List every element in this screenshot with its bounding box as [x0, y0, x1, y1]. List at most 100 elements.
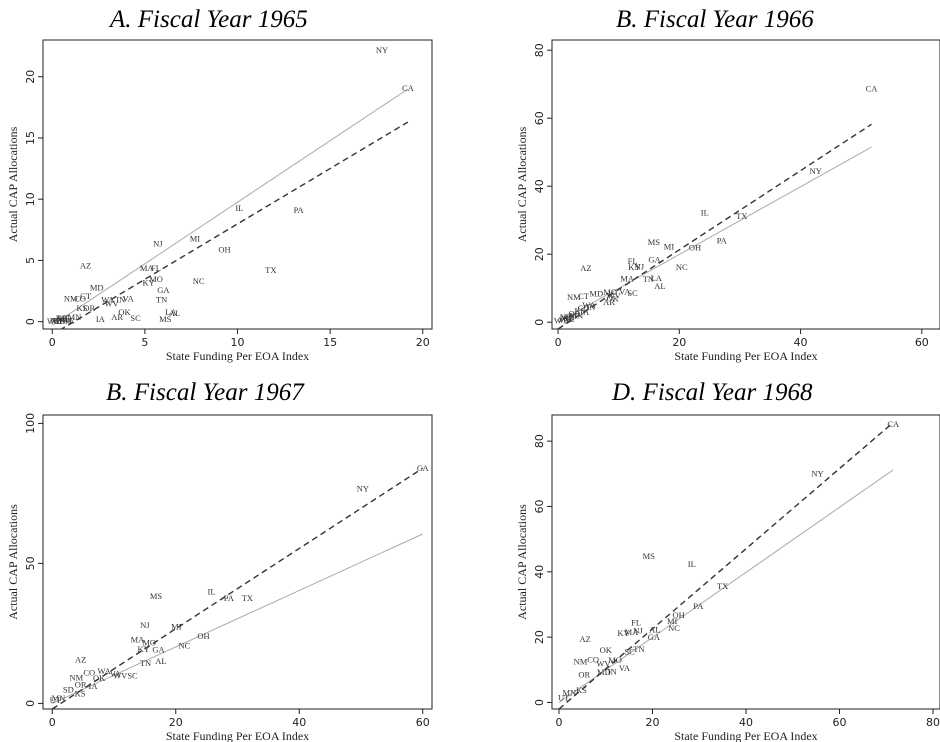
point-label-la: LA: [651, 273, 663, 283]
point-label-ca: CA: [402, 83, 415, 93]
point-label-al: AL: [654, 281, 665, 291]
point-label-co: CO: [74, 293, 86, 303]
point-label-ut: UT: [565, 312, 577, 322]
point-label-nc: NC: [178, 641, 190, 651]
point-label-md: MD: [589, 289, 603, 299]
point-label-wa: WA: [101, 295, 115, 305]
point-label-ks: KS: [574, 306, 585, 316]
y-axis-label: Actual CAP Allocations: [6, 126, 20, 242]
y-tick-label: 0: [533, 319, 546, 326]
point-label-mi: MI: [171, 622, 182, 632]
point-label-oh: OH: [218, 244, 230, 254]
point-label-ga: GA: [648, 632, 661, 642]
point-label-mo: MO: [608, 655, 622, 665]
y-tick-label: 50: [24, 556, 37, 570]
point-label-il: IL: [701, 208, 709, 218]
point-label-mo: MO: [149, 274, 163, 284]
point-label-az: AZ: [580, 634, 591, 644]
point-label-sc: SC: [130, 313, 141, 323]
point-label-pa: PA: [693, 601, 704, 611]
point-label-mi: MI: [190, 233, 201, 243]
point-label-tx: TX: [242, 593, 253, 603]
point-label-nj: NJ: [635, 261, 645, 271]
y-tick-label: 20: [24, 70, 37, 84]
x-tick-label: 0: [556, 716, 563, 729]
point-label-ky: KY: [138, 644, 150, 654]
point-label-fl: FL: [628, 256, 638, 266]
panel-title-c: B. Fiscal Year 1967: [106, 379, 304, 406]
point-label-il: IL: [208, 586, 216, 596]
y-tick-label: 60: [533, 499, 546, 513]
point-label-sd: SD: [63, 684, 74, 694]
point-label-sc: SC: [624, 647, 635, 657]
point-label-mo: MO: [603, 287, 617, 297]
y-tick-label: 40: [533, 179, 546, 193]
point-label-ia: IA: [96, 314, 106, 324]
point-label-ut: UT: [58, 313, 70, 323]
point-label-ny: NY: [811, 468, 823, 478]
point-label-ar: AR: [603, 297, 615, 307]
panel-title-a: A. Fiscal Year 1965: [110, 6, 308, 33]
point-label-ct: CT: [578, 291, 590, 301]
point-label-ma: MA: [625, 627, 640, 637]
point-label-wa: WA: [582, 300, 596, 310]
point-label-pa: PA: [717, 236, 728, 246]
point-label-in: IN: [586, 302, 595, 312]
point-label-il: IL: [688, 559, 696, 569]
point-label-ca: CA: [887, 419, 900, 429]
x-tick-label: 40: [794, 336, 808, 349]
point-label-mn: MN: [52, 693, 66, 703]
y-tick-label: 20: [533, 247, 546, 261]
y-tick-label: 20: [533, 630, 546, 644]
point-label-wv: WV: [607, 290, 622, 300]
point-label-va: VA: [123, 293, 135, 303]
point-label-vt: VT: [52, 315, 64, 325]
point-label-ok: OK: [600, 645, 613, 655]
dashed-fit-line: [60, 121, 409, 329]
point-label-tx: TX: [717, 581, 728, 591]
x-tick-label: 0: [49, 336, 56, 349]
point-label-nm: NM: [574, 657, 588, 667]
point-label-me: ME: [57, 314, 70, 324]
point-label-va: VA: [619, 663, 631, 673]
point-label-or: OR: [578, 670, 590, 680]
point-label-la: LA: [165, 307, 177, 317]
dashed-fit-line: [557, 123, 872, 329]
point-label-tn: TN: [633, 644, 644, 654]
point-label-oh: OH: [689, 243, 701, 253]
point-label-mn: MN: [68, 312, 82, 322]
point-label-fl: FL: [631, 617, 641, 627]
point-label-ma: MA: [620, 273, 635, 283]
point-label-mi: MI: [667, 616, 678, 626]
point-label-ms: MS: [648, 237, 661, 247]
point-label-ny: NY: [357, 484, 369, 494]
x-tick-label: 20: [416, 336, 430, 349]
point-label-oh: OH: [197, 631, 209, 641]
point-label-tn: TN: [140, 658, 151, 668]
point-label-ne: NE: [563, 314, 574, 324]
point-label-ga: GA: [152, 645, 165, 655]
point-label-ms: MS: [150, 591, 163, 601]
point-label-or: OR: [75, 679, 87, 689]
dashed-fit-line: [51, 467, 424, 709]
x-axis-label: State Funding Per EOA Index: [166, 349, 309, 363]
point-label-az: AZ: [75, 655, 86, 665]
y-axis-label: Actual CAP Allocations: [515, 504, 529, 620]
point-label-in: IN: [116, 295, 125, 305]
point-label-ma: MA: [131, 635, 146, 645]
point-label-or: OR: [83, 303, 95, 313]
point-label-pa: PA: [224, 593, 235, 603]
point-label-co: CO: [578, 303, 590, 313]
x-tick-label: 20: [672, 336, 686, 349]
point-label-nc: NC: [676, 262, 688, 272]
point-label-ok: OK: [118, 307, 131, 317]
solid-fit-line: [51, 88, 409, 326]
point-label-nd: ND: [50, 315, 62, 325]
point-label-tx: TX: [736, 211, 747, 221]
x-tick-label: 40: [739, 716, 753, 729]
point-label-sc: SC: [627, 288, 638, 298]
point-label-ok: OK: [93, 673, 106, 683]
point-label-ut: UT: [558, 693, 570, 703]
point-label-ny: NY: [376, 45, 388, 55]
